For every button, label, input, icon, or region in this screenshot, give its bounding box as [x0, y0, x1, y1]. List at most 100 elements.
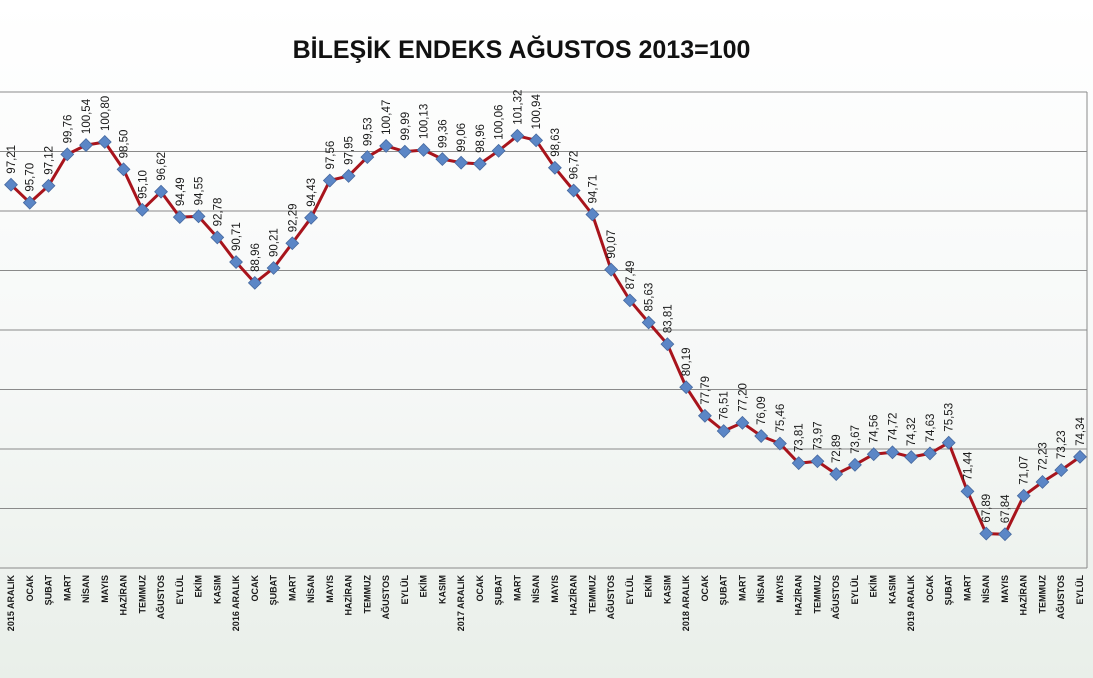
data-point	[472, 156, 487, 171]
x-tick-label: TEMMUZ	[587, 575, 597, 614]
data-label: 74,72	[887, 413, 899, 442]
x-tick-label: 2018 ARALIK	[681, 575, 691, 632]
x-tick-label: ŞUBAT	[494, 575, 504, 606]
data-label: 90,71	[231, 222, 243, 251]
x-tick-label: MART	[962, 575, 972, 601]
data-label: 96,62	[156, 152, 168, 181]
data-label: 71,07	[1019, 456, 1031, 485]
data-point	[622, 293, 637, 308]
data-label: 77,79	[700, 376, 712, 405]
data-label: 94,71	[587, 175, 599, 204]
data-label: 97,21	[6, 145, 18, 174]
data-point	[379, 138, 394, 153]
data-label: 67,89	[981, 494, 993, 523]
x-tick-label: HAZİRAN	[794, 575, 804, 616]
data-label: 99,76	[62, 115, 74, 144]
data-label: 95,10	[137, 170, 149, 199]
data-point	[716, 424, 731, 438]
data-label: 85,63	[644, 283, 656, 312]
x-tick-label: EYLÜL	[850, 575, 860, 605]
data-point	[435, 152, 450, 167]
x-tick-label: HAZİRAN	[344, 575, 354, 616]
data-point	[791, 456, 806, 471]
data-label: 77,20	[737, 383, 749, 412]
data-point	[304, 210, 318, 225]
data-point	[529, 133, 544, 148]
x-tick-label: MAYIS	[775, 575, 785, 603]
data-point	[941, 435, 956, 450]
data-label: 67,84	[1000, 494, 1012, 523]
data-point	[454, 155, 469, 170]
data-point	[754, 429, 769, 443]
data-point	[266, 261, 281, 275]
data-label: 92,29	[287, 203, 299, 232]
x-tick-label: EKİM	[419, 575, 429, 598]
data-label: 97,12	[44, 146, 56, 175]
data-label: 100,94	[531, 94, 543, 130]
x-tick-label: TEMMUZ	[137, 575, 147, 614]
data-point	[679, 380, 694, 395]
x-tick-label: NİSAN	[81, 575, 91, 603]
data-point	[135, 202, 150, 217]
data-label: 75,46	[775, 404, 787, 433]
x-tick-label: MAYIS	[100, 575, 110, 603]
data-label: 97,56	[325, 141, 337, 170]
x-tick-label: HAZİRAN	[569, 575, 579, 616]
x-tick-label: AĞUSTOS	[830, 575, 841, 619]
x-tick-label: EYLÜL	[400, 575, 410, 605]
x-tick-label: MAYIS	[325, 575, 335, 603]
data-label: 73,67	[850, 425, 862, 454]
data-point	[322, 173, 337, 188]
data-point	[60, 147, 75, 162]
x-tick-label: OCAK	[925, 575, 935, 602]
data-point	[641, 315, 656, 330]
data-point	[41, 178, 56, 193]
data-point	[191, 209, 206, 224]
data-point	[829, 467, 844, 482]
x-tick-label: 2017 ARALIK	[456, 575, 466, 632]
x-tick-label: NİSAN	[981, 575, 991, 603]
data-point	[866, 447, 881, 462]
x-tick-label: NİSAN	[756, 575, 766, 603]
data-point	[97, 135, 112, 149]
x-tick-label: TEMMUZ	[812, 575, 822, 614]
x-tick-label: OCAK	[25, 575, 35, 602]
x-tick-label: MAYIS	[550, 575, 560, 603]
data-label: 100,06	[494, 105, 506, 140]
data-labels: 97,21 95,70 97,12 99,76 100,54 100,80 98,50 95,…	[6, 90, 1087, 524]
x-tick-label: ŞUBAT	[944, 575, 954, 606]
data-label: 76,51	[719, 391, 731, 420]
data-label: 74,32	[906, 417, 918, 446]
data-label: 100,54	[81, 98, 93, 134]
data-point	[4, 177, 18, 192]
data-label: 100,80	[100, 96, 112, 131]
x-tick-label: MART	[512, 575, 522, 601]
data-label: 76,09	[756, 396, 768, 425]
x-tick-label: 2015 ARALIK	[6, 575, 16, 632]
data-point	[923, 446, 937, 461]
data-label: 98,63	[550, 128, 562, 157]
x-axis-labels: 2015 ARALIK OCAK ŞUBAT MART NİSAN MAYIS HAZİRA…	[6, 575, 1085, 632]
x-tick-label: MART	[737, 575, 747, 601]
data-label: 83,81	[662, 304, 674, 333]
x-tick-label: NİSAN	[306, 575, 316, 603]
data-label: 101,32	[512, 90, 524, 125]
data-label: 72,89	[831, 434, 843, 463]
data-point	[979, 526, 994, 541]
x-tick-label: AĞUSTOS	[380, 575, 391, 619]
data-label: 90,07	[606, 230, 618, 259]
x-tick-label: KASIM	[212, 575, 222, 604]
data-point	[1054, 463, 1069, 477]
data-label: 73,81	[794, 423, 806, 452]
data-label: 72,23	[1037, 442, 1049, 471]
x-tick-label: EKİM	[869, 575, 879, 598]
data-point	[285, 236, 300, 251]
data-label: 94,49	[175, 177, 187, 206]
data-label: 97,95	[344, 136, 356, 165]
x-tick-label: MAYIS	[1000, 575, 1010, 603]
data-label: 71,44	[962, 451, 974, 480]
x-tick-label: 2016 ARALIK	[231, 575, 241, 632]
x-tick-label: ŞUBAT	[44, 575, 54, 606]
x-tick-label: OCAK	[700, 575, 710, 602]
